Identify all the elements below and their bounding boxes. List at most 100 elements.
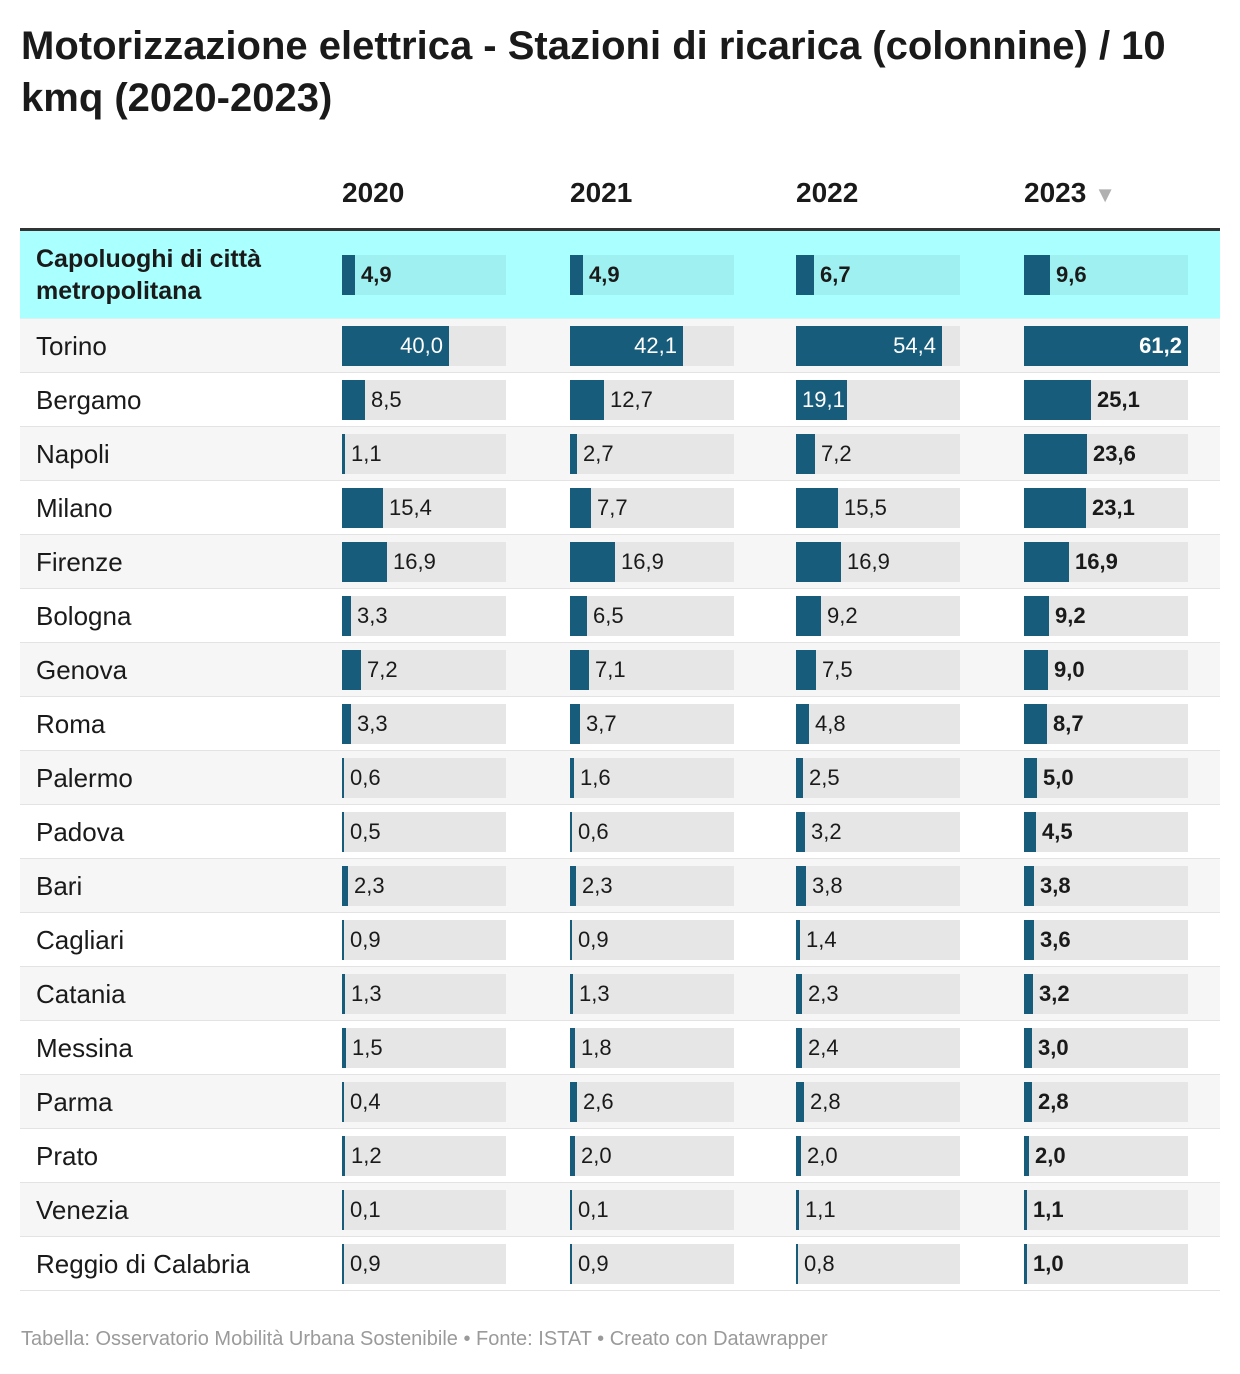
column-header-2021[interactable]: 2021 — [570, 176, 632, 210]
bar — [570, 973, 573, 1014]
row-label: Catania — [36, 978, 126, 1009]
bar — [1024, 254, 1050, 295]
bar — [1024, 487, 1086, 528]
value-label: 61,2 — [1139, 332, 1182, 358]
bar — [570, 1243, 572, 1284]
bar-cell: 1,0 — [1024, 1243, 1188, 1284]
column-header-2023[interactable]: 2023 ▼ — [1024, 176, 1116, 212]
bar — [342, 703, 351, 744]
bar-cell: 1,4 — [796, 919, 960, 960]
bar — [342, 1243, 344, 1284]
bar-cell: 4,8 — [796, 703, 960, 744]
table-row: Genova 7,2 7,1 7,5 9,0 — [20, 643, 1220, 697]
row-label: Napoli — [36, 438, 110, 469]
value-label: 6,5 — [593, 602, 624, 628]
bar — [342, 541, 387, 582]
data-table: 2020 2021 2022 2023 ▼ Capoluoghi di città me… — [20, 160, 1220, 1291]
bar-cell: 9,2 — [796, 595, 960, 636]
bar-cell: 7,5 — [796, 649, 960, 690]
bar — [1024, 1135, 1029, 1176]
bar-cell: 15,4 — [342, 487, 506, 528]
bar-cell: 1,6 — [570, 757, 734, 798]
bar-cell: 0,1 — [570, 1189, 734, 1230]
bar — [342, 325, 449, 366]
bar-cell: 2,8 — [1024, 1081, 1188, 1122]
value-label: 16,9 — [847, 548, 890, 574]
bar — [570, 1189, 572, 1230]
bar-cell: 0,1 — [342, 1189, 506, 1230]
value-label: 23,6 — [1093, 440, 1136, 466]
value-label: 54,4 — [893, 332, 936, 358]
bar — [342, 973, 345, 1014]
value-label: 8,5 — [371, 386, 402, 412]
bar — [342, 433, 345, 474]
bar — [796, 973, 802, 1014]
bar — [796, 703, 809, 744]
value-label: 0,1 — [350, 1196, 381, 1222]
value-label: 0,9 — [350, 1250, 381, 1276]
value-label: 2,0 — [807, 1142, 838, 1168]
bar — [1024, 757, 1037, 798]
bar — [796, 1135, 801, 1176]
value-label: 7,7 — [597, 494, 628, 520]
value-label: 23,1 — [1092, 494, 1135, 520]
bar-cell: 1,1 — [342, 433, 506, 474]
bar — [796, 757, 803, 798]
bar — [1024, 1243, 1027, 1284]
bar — [570, 703, 580, 744]
bar — [796, 379, 847, 420]
row-label: Messina — [36, 1032, 133, 1063]
value-label: 0,9 — [578, 1250, 609, 1276]
value-label: 9,0 — [1054, 656, 1085, 682]
bar — [342, 1027, 346, 1068]
table-row: Cagliari 0,9 0,9 1,4 3,6 — [20, 913, 1220, 967]
value-label: 3,6 — [1040, 926, 1071, 952]
bar-cell: 2,3 — [796, 973, 960, 1014]
bar-cell: 3,7 — [570, 703, 734, 744]
value-label: 0,4 — [350, 1088, 381, 1114]
value-label: 0,5 — [350, 818, 381, 844]
bar-cell: 16,9 — [1024, 541, 1188, 582]
column-header-2020[interactable]: 2020 — [342, 176, 404, 210]
value-label: 6,7 — [820, 261, 851, 287]
bar — [570, 1081, 577, 1122]
bar-cell: 1,1 — [796, 1189, 960, 1230]
bar — [342, 487, 383, 528]
bar-cell: 0,6 — [570, 811, 734, 852]
bar-cell: 15,5 — [796, 487, 960, 528]
value-label: 8,7 — [1053, 710, 1084, 736]
value-label: 2,6 — [583, 1088, 614, 1114]
bar-cell: 7,2 — [342, 649, 506, 690]
bar-cell: 16,9 — [342, 541, 506, 582]
bar — [570, 649, 589, 690]
bar-cell: 8,7 — [1024, 703, 1188, 744]
row-label: Parma — [36, 1086, 113, 1117]
bar — [1024, 433, 1087, 474]
row-label: Capoluoghi di città metropolitana — [36, 244, 261, 305]
bar — [1024, 703, 1047, 744]
table-row: Milano 15,4 7,7 15,5 23,1 — [20, 481, 1220, 535]
row-label: Bologna — [36, 600, 132, 631]
bar-cell: 23,6 — [1024, 433, 1188, 474]
row-label: Palermo — [36, 762, 133, 793]
bar — [342, 1135, 345, 1176]
value-label: 42,1 — [634, 332, 677, 358]
table-header: 2020 2021 2022 2023 ▼ — [20, 160, 1220, 231]
bar — [796, 487, 838, 528]
bar — [796, 325, 942, 366]
bar-cell: 4,9 — [342, 254, 506, 295]
value-label: 2,4 — [808, 1034, 839, 1060]
bar — [796, 1189, 799, 1230]
table-row: Napoli 1,1 2,7 7,2 23,6 — [20, 427, 1220, 481]
value-label: 2,8 — [810, 1088, 841, 1114]
table-row: Padova 0,5 0,6 3,2 4,5 — [20, 805, 1220, 859]
bar — [796, 811, 805, 852]
bar-cell: 5,0 — [1024, 757, 1188, 798]
chart-title: Motorizzazione elettrica - Stazioni di r… — [21, 24, 1166, 120]
bar-cell: 19,1 — [796, 379, 960, 420]
bar-cell: 2,8 — [796, 1081, 960, 1122]
sort-descending-icon[interactable]: ▼ — [1094, 182, 1117, 207]
bar-cell: 0,9 — [342, 1243, 506, 1284]
column-header-2022[interactable]: 2022 — [796, 176, 858, 210]
value-label: 7,5 — [822, 656, 853, 682]
